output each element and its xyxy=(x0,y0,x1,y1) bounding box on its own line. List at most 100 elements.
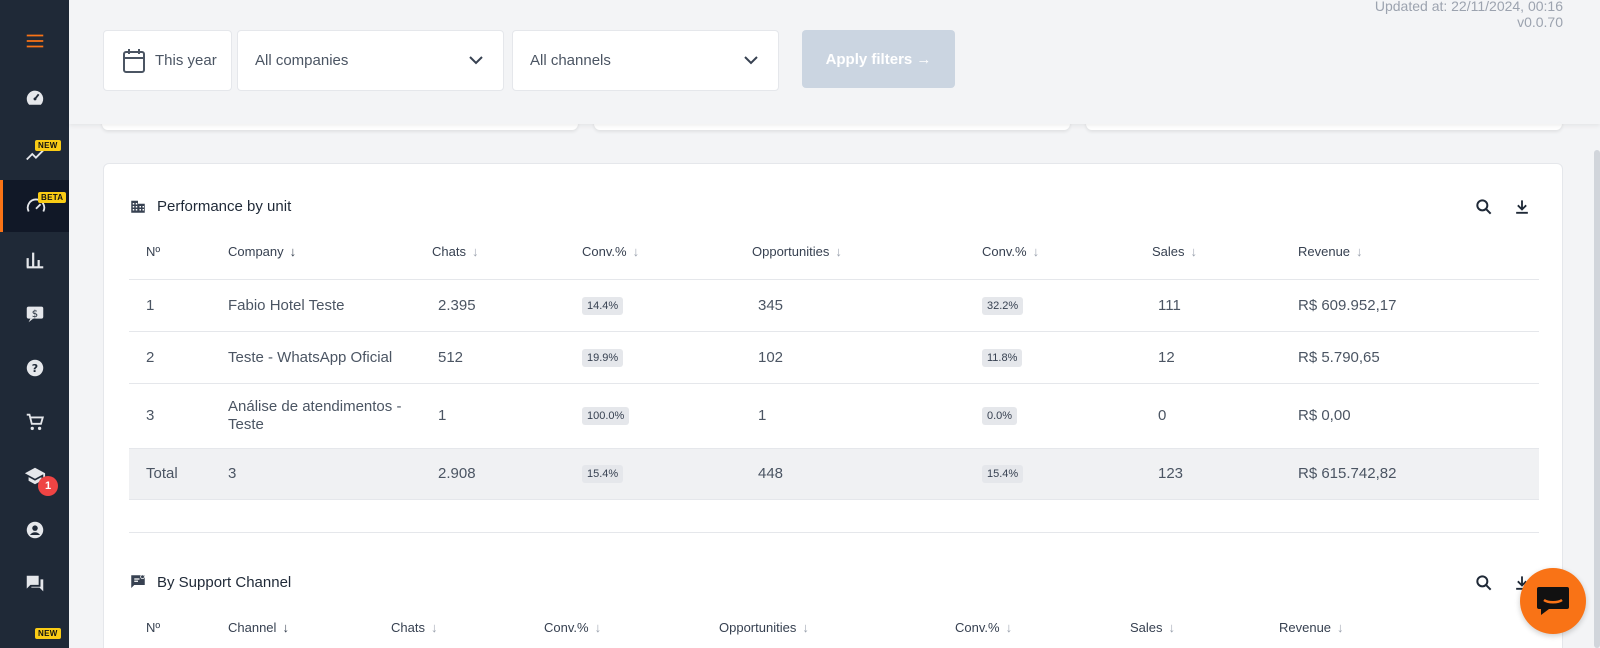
chat-widget-button[interactable] xyxy=(1520,568,1586,634)
col-header-label: Chats xyxy=(391,620,425,635)
sidebar-item-new[interactable]: NEW xyxy=(0,612,69,648)
sort-arrow-icon: ↓ xyxy=(802,620,809,635)
col-header-label: Nº xyxy=(146,620,161,635)
school-icon xyxy=(24,467,45,485)
table-cell: R$ 0,00 xyxy=(1298,407,1351,424)
col-header-label: Company xyxy=(228,244,284,259)
col-header-label: Sales xyxy=(1130,620,1163,635)
updated-at: Updated at: 22/11/2024, 00:16 xyxy=(1374,0,1563,14)
col-header-conv[interactable]: Conv.% ↓ xyxy=(544,620,601,635)
money-chat-icon: $ xyxy=(26,306,43,323)
sidebar-item-training[interactable]: 1 xyxy=(0,450,69,502)
table-cell: Teste - WhatsApp Oficial xyxy=(228,348,393,366)
sidebar-item-trends[interactable]: NEW xyxy=(0,128,69,180)
date-filter-label: This year xyxy=(155,52,217,69)
dashboard-icon xyxy=(26,90,43,105)
forum-icon xyxy=(26,575,43,592)
col-header-channel[interactable]: Channel ↓ xyxy=(228,620,289,635)
col-header-revenue[interactable]: Revenue ↓ xyxy=(1279,620,1344,635)
sidebar-item-speed[interactable]: BETA xyxy=(0,180,69,232)
building-icon xyxy=(131,200,145,213)
menu-button[interactable] xyxy=(0,15,69,67)
account-icon xyxy=(26,521,43,539)
sort-arrow-icon: ↓ xyxy=(632,244,640,259)
sort-arrow-icon: ↓ xyxy=(1168,620,1176,635)
version: v0.0.70 xyxy=(1517,14,1563,30)
table-cell: R$ 615.742,82 xyxy=(1298,465,1397,482)
svg-text:$: $ xyxy=(31,309,37,320)
col-header: Nº xyxy=(146,620,160,635)
col-header-conv[interactable]: Conv.% ↓ xyxy=(955,620,1012,635)
table-cell: Total xyxy=(146,465,178,482)
table-cell: 102 xyxy=(758,348,784,366)
col-header-chats[interactable]: Chats ↓ xyxy=(391,620,437,635)
cart-icon xyxy=(26,413,44,431)
col-header-label: Conv.% xyxy=(544,620,589,635)
table-cell: 1 xyxy=(758,407,767,424)
sort-arrow-icon: ↓ xyxy=(471,244,479,259)
sidebar-item-reports[interactable] xyxy=(0,234,69,286)
unit-table-actions xyxy=(1474,197,1532,217)
search-icon[interactable] xyxy=(1474,573,1494,593)
date-filter[interactable]: This year xyxy=(103,30,232,91)
col-header-sales[interactable]: Sales ↓ xyxy=(1130,620,1175,635)
table-cell: 19.9% xyxy=(582,348,624,367)
table-cell: 12 xyxy=(1158,348,1175,366)
table-cell: 1 xyxy=(438,407,447,424)
speed-icon xyxy=(26,198,46,212)
col-header-chats[interactable]: Chats ↓ xyxy=(432,244,478,259)
company-select-label: All companies xyxy=(255,52,349,69)
col-header-sales[interactable]: Sales ↓ xyxy=(1152,244,1197,259)
table-row: 2 Teste - WhatsApp Oficial 512 19.9% 102… xyxy=(129,331,1539,383)
col-header-opportunities[interactable]: Opportunities ↓ xyxy=(752,244,842,259)
sidebar-item-finance[interactable]: $ xyxy=(0,288,69,340)
col-header-company[interactable]: Company ↓ xyxy=(228,244,296,259)
table-cell: 512 xyxy=(438,348,464,366)
table-cell: 448 xyxy=(758,465,784,482)
sort-arrow-icon: ↓ xyxy=(1005,620,1013,635)
apply-filters-button[interactable]: Apply filters → xyxy=(802,30,955,88)
calendar-icon xyxy=(123,48,145,73)
sidebar-item-dashboard[interactable] xyxy=(0,72,69,124)
col-header-label: Channel xyxy=(228,620,277,635)
col-header-opportunities[interactable]: Opportunities ↓ xyxy=(719,620,809,635)
unit-section-title: Performance by unit xyxy=(129,197,291,215)
search-icon[interactable] xyxy=(1474,197,1494,217)
col-header-label: Revenue xyxy=(1298,244,1351,259)
table-cell: 3 xyxy=(228,465,237,482)
col-header-label: Opportunities xyxy=(752,244,830,259)
col-header-label: Conv.% xyxy=(955,620,1000,635)
table-cell: 345 xyxy=(758,296,784,314)
sidebar-item-cart[interactable] xyxy=(0,396,69,448)
company-select[interactable]: All companies xyxy=(237,30,504,91)
page-scrollbar[interactable] xyxy=(1594,150,1600,648)
help-icon: ? xyxy=(26,359,43,377)
filter-bar: This year All companies All channels App… xyxy=(69,0,1600,124)
table-cell: 2 xyxy=(146,348,155,366)
sidebar-item-account[interactable] xyxy=(0,504,69,556)
sort-arrow-icon: ↓ xyxy=(594,620,602,635)
beta-badge: BETA xyxy=(38,192,67,203)
table-cell: R$ 5.790,65 xyxy=(1298,348,1380,366)
sidebar-item-chats[interactable] xyxy=(0,558,69,610)
new-badge: NEW xyxy=(35,140,61,151)
sort-arrow-icon: ↓ xyxy=(1190,244,1198,259)
sort-arrow-icon: ↓ xyxy=(835,244,842,259)
sidebar: NEW BETA $ ? 1 NEW xyxy=(0,0,69,648)
sidebar-item-help[interactable]: ? xyxy=(0,342,69,394)
col-header-label: Sales xyxy=(1152,244,1185,259)
trending-icon xyxy=(25,149,44,161)
table-cell: 123 xyxy=(1158,465,1184,482)
col-header-conv[interactable]: Conv.% ↓ xyxy=(582,244,639,259)
col-header-label: Conv.% xyxy=(982,244,1027,259)
channel-select-label: All channels xyxy=(530,52,611,69)
support-chat-icon xyxy=(131,574,145,588)
col-header-conv[interactable]: Conv.% ↓ xyxy=(982,244,1039,259)
col-header-revenue[interactable]: Revenue ↓ xyxy=(1298,244,1363,259)
table-cell: 14.4% xyxy=(582,296,624,315)
channel-section-title: By Support Channel xyxy=(129,573,291,591)
download-icon[interactable] xyxy=(1512,197,1532,217)
channel-select[interactable]: All channels xyxy=(512,30,779,91)
sort-arrow-icon: ↓ xyxy=(430,620,438,635)
table-cell: R$ 609.952,17 xyxy=(1298,296,1397,314)
